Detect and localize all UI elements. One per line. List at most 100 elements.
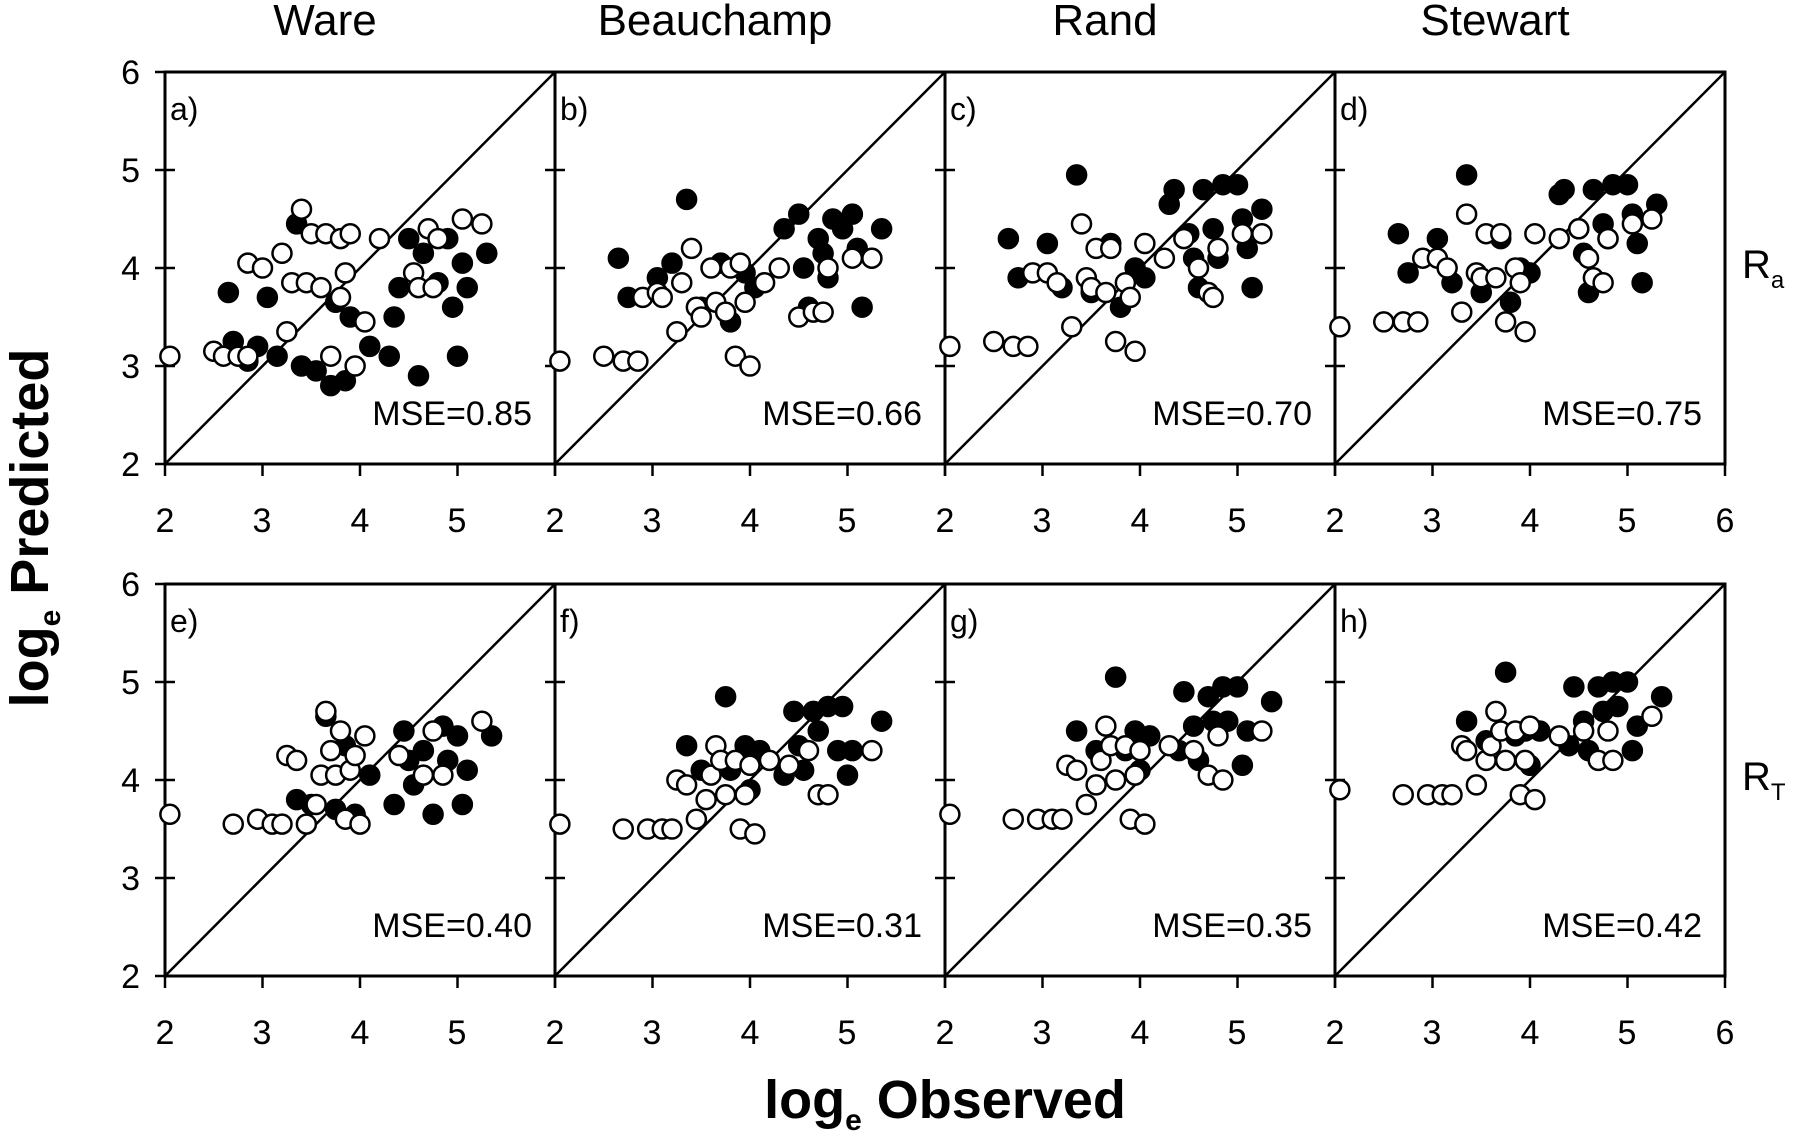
data-point-f-open-22 xyxy=(817,783,839,806)
data-point-g-open-17 xyxy=(1134,813,1156,835)
data-point-h-open-16 xyxy=(1519,715,1541,737)
data-point-g-open-19 xyxy=(1182,739,1205,762)
data-point-e-filled-16 xyxy=(451,793,474,816)
data-point-f-filled-12 xyxy=(807,720,829,742)
data-point-b-open-3 xyxy=(627,350,649,372)
data-point-g-filled-15 xyxy=(1226,676,1249,698)
data-point-b-filled-18 xyxy=(831,218,854,240)
data-point-a-filled-13 xyxy=(359,335,381,358)
data-point-e-open-19 xyxy=(388,744,410,767)
data-point-g-open-16 xyxy=(1129,739,1151,762)
row-label-rt-sub: T xyxy=(1771,779,1786,806)
data-point-b-open-7 xyxy=(666,320,688,343)
data-point-a-filled-8 xyxy=(305,360,327,382)
data-point-h-open-9 xyxy=(1480,734,1502,757)
x-tick-label-bottom-2b: 2 xyxy=(546,1014,565,1052)
x-tick-label-top-3d: 3 xyxy=(1423,502,1442,540)
data-point-g-filled-16 xyxy=(1231,754,1254,777)
data-point-f-open-7 xyxy=(685,808,708,830)
y-tick-label-bottom-3: 3 xyxy=(121,860,140,898)
data-point-f-open-20 xyxy=(797,739,820,762)
mse-label-d: MSE=0.75 xyxy=(1542,395,1702,433)
x-tick-label-top-3c: 3 xyxy=(1033,502,1052,540)
data-point-b-open-20 xyxy=(753,271,776,294)
data-point-c-filled-11 xyxy=(1163,178,1185,201)
x-tick-label-bottom-3b: 3 xyxy=(643,1014,662,1052)
data-point-d-open-1 xyxy=(1373,311,1395,333)
data-point-a-open-21 xyxy=(354,311,376,333)
data-point-d-open-20 xyxy=(1568,218,1590,240)
data-point-c-open-0 xyxy=(939,335,961,358)
data-point-c-open-23 xyxy=(1202,286,1224,309)
data-point-e-open-17 xyxy=(349,813,371,835)
data-point-c-open-16 xyxy=(1119,286,1141,309)
data-point-h-filled-16 xyxy=(1621,739,1644,762)
data-point-b-filled-21 xyxy=(851,296,873,318)
x-axis-title-log: log xyxy=(764,1070,845,1130)
data-point-c-open-1 xyxy=(983,330,1005,353)
y-axis-title-text: Predicted xyxy=(0,349,60,595)
data-point-c-filled-0 xyxy=(997,227,1020,250)
data-point-e-filled-11 xyxy=(412,739,435,762)
x-tick-label-bottom-2d: 2 xyxy=(1326,1014,1345,1052)
data-point-b-filled-10 xyxy=(773,218,795,240)
column-title-stewart: Stewart xyxy=(1420,0,1569,45)
data-point-e-open-0 xyxy=(159,803,181,826)
mse-label-g: MSE=0.35 xyxy=(1152,907,1312,945)
data-point-a-filled-24 xyxy=(451,252,474,274)
data-point-d-filled-4 xyxy=(1455,164,1478,186)
data-point-e-open-1 xyxy=(222,813,244,835)
data-point-d-open-24 xyxy=(1597,227,1619,250)
data-point-c-filled-4 xyxy=(1065,164,1088,186)
data-point-b-open-19 xyxy=(739,355,761,377)
data-point-e-filled-6 xyxy=(359,764,381,786)
data-point-e-open-16 xyxy=(344,744,366,767)
data-point-h-open-22 xyxy=(1602,749,1624,772)
x-tick-label-top-4b: 4 xyxy=(741,502,760,540)
x-tick-label-top-2c: 2 xyxy=(936,502,955,540)
data-point-e-filled-15 xyxy=(446,725,469,747)
x-tick-label-top-5: 5 xyxy=(448,502,467,540)
data-point-c-open-24 xyxy=(1207,237,1229,260)
data-point-f-open-1 xyxy=(612,818,634,840)
data-point-a-open-27 xyxy=(427,227,449,250)
data-point-g-open-12 xyxy=(1104,769,1127,791)
x-tick-label-bottom-3c: 3 xyxy=(1033,1014,1052,1052)
data-point-e-open-10 xyxy=(315,700,337,723)
data-point-a-filled-5 xyxy=(266,345,288,367)
data-point-d-open-0 xyxy=(1329,316,1351,338)
data-point-g-open-21 xyxy=(1207,725,1229,747)
data-point-a-filled-11 xyxy=(334,369,357,392)
data-point-f-open-4 xyxy=(661,818,683,840)
data-point-a-open-10 xyxy=(290,198,313,220)
x-tick-label-bottom-5d: 5 xyxy=(1618,1014,1637,1052)
data-point-h-filled-17 xyxy=(1626,715,1648,737)
data-point-b-filled-19 xyxy=(841,203,864,225)
data-point-e-open-13 xyxy=(329,720,352,742)
data-point-a-open-18 xyxy=(334,262,357,284)
data-point-d-open-25 xyxy=(1621,213,1644,235)
data-point-b-open-16 xyxy=(724,345,747,367)
data-point-f-filled-16 xyxy=(836,764,859,786)
data-point-d-filled-1 xyxy=(1397,262,1419,284)
data-point-b-open-12 xyxy=(700,257,722,279)
data-point-c-filled-19 xyxy=(1226,173,1249,196)
data-point-g-open-9 xyxy=(1090,749,1112,772)
data-point-b-filled-12 xyxy=(792,257,815,279)
data-point-g-filled-8 xyxy=(1173,681,1195,703)
data-point-g-open-23 xyxy=(1251,720,1273,742)
data-point-g-open-10 xyxy=(1095,715,1117,737)
data-point-f-filled-17 xyxy=(841,739,864,762)
data-point-a-filled-4 xyxy=(256,286,279,309)
data-point-h-open-1 xyxy=(1392,783,1414,806)
data-point-c-filled-15 xyxy=(1192,178,1215,201)
data-point-h-open-15 xyxy=(1514,749,1536,772)
data-point-a-filled-19 xyxy=(412,242,435,265)
data-point-a-filled-16 xyxy=(388,276,410,299)
data-point-d-open-7 xyxy=(1451,301,1473,323)
data-point-a-filled-22 xyxy=(441,296,464,318)
data-point-d-open-21 xyxy=(1577,247,1600,269)
data-point-d-filled-7 xyxy=(1499,291,1522,314)
data-point-d-open-13 xyxy=(1490,222,1512,245)
data-point-a-open-0 xyxy=(159,345,181,367)
